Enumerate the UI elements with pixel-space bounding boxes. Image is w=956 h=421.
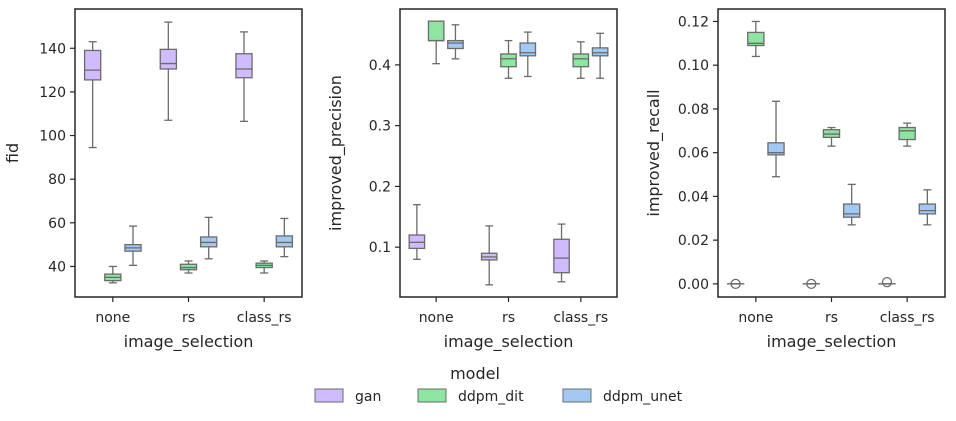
box-ddpm_dit-class_rs <box>572 41 590 79</box>
y-tick-label: 100 <box>39 129 66 145</box>
box-ddpm_unet-none <box>447 24 464 60</box>
box-ddpm_dit-none <box>747 20 765 58</box>
x-axis-label: image_selection <box>444 332 574 352</box>
box-gan-class_rs <box>878 276 896 288</box>
outlier-point <box>730 278 741 290</box>
y-tick-label: 60 <box>48 216 66 232</box>
box-gan-rs <box>802 278 821 290</box>
box-ddpm_dit-class_rs <box>898 122 916 147</box>
box-gan-class_rs <box>235 31 253 123</box>
box-ddpm_dit-rs <box>179 260 198 274</box>
x-tick-label: rs <box>825 310 838 326</box>
box-body <box>519 42 537 57</box>
legend-swatch-ddpm-dit <box>417 388 447 403</box>
y-tick-label: 40 <box>48 259 66 275</box>
plot-frame <box>74 8 303 298</box>
legend-label-ddpm-unet: ddpm_unet <box>603 389 683 405</box>
box-gan-none <box>726 278 745 290</box>
box-body <box>83 49 102 81</box>
y-tick-label: 0.04 <box>678 189 709 205</box>
box-ddpm_unet-rs <box>199 216 218 260</box>
x-tick-label: rs <box>502 310 515 326</box>
x-axis-label: image_selection <box>124 332 254 352</box>
y-tick-label: 0.00 <box>678 277 709 293</box>
box-ddpm_unet-class_rs <box>918 189 937 226</box>
box-ddpm_unet-rs <box>842 183 861 226</box>
y-tick-label: 80 <box>48 172 66 188</box>
panel-improved-precision: 0.1 0.2 0.3 0.4 none rs class_rs image_selectio… <box>326 8 618 352</box>
box-ddpm_unet-none <box>767 100 785 178</box>
box-ddpm_dit-none <box>104 265 122 284</box>
box-body <box>159 48 178 70</box>
x-tick-label: class_rs <box>237 310 292 326</box>
box-gan-rs <box>159 21 178 121</box>
box-gan-rs <box>480 225 498 286</box>
x-axis-label: image_selection <box>767 332 897 352</box>
y-axis-label: fid <box>3 143 22 163</box>
y-axis-label: improved_precision <box>326 75 346 231</box>
panel-fid: 40 60 80 100 120 140 none rs class_rs image_selec… <box>3 8 303 352</box>
legend-label-ddpm-dit: ddpm_dit <box>458 389 524 405</box>
y-tick-label: 0.06 <box>678 146 709 162</box>
x-tick-label: class_rs <box>553 310 608 326</box>
plot-frame <box>717 8 946 298</box>
x-tick-label: none <box>419 310 454 326</box>
box-body <box>553 238 570 274</box>
box-ddpm_dit-rs <box>822 126 841 147</box>
y-tick-label: 0.2 <box>369 179 391 195</box>
outlier-point <box>806 278 817 290</box>
box-body <box>898 126 916 141</box>
box-ddpm_dit-class_rs <box>255 260 273 274</box>
legend-title: model <box>450 364 500 383</box>
legend-swatch-ddpm-unet <box>562 388 592 403</box>
y-tick-label: 120 <box>39 85 66 101</box>
y-tick-label: 0.10 <box>678 58 709 74</box>
box-body <box>842 203 861 218</box>
y-tick-label: 140 <box>39 41 66 57</box>
box-body <box>591 47 609 57</box>
legend: model gan ddpm_dit ddpm_unet <box>314 364 683 405</box>
legend-swatch-gan <box>314 388 344 403</box>
box-ddpm_unet-class_rs <box>275 217 294 258</box>
box-ddpm_dit-none <box>427 20 445 65</box>
legend-label-gan: gan <box>355 389 381 405</box>
y-tick-label: 0.02 <box>678 233 709 249</box>
box-ddpm_dit-rs <box>500 39 517 79</box>
box-body <box>275 235 294 248</box>
box-body <box>427 20 445 42</box>
panel-improved-recall: 0.00 0.02 0.04 0.06 0.08 0.10 0.12 none rs class_… <box>644 8 946 352</box>
x-tick-label: none <box>95 310 130 326</box>
y-tick-label: 0.4 <box>369 58 391 74</box>
box-gan-none <box>83 41 102 149</box>
box-body <box>500 53 517 68</box>
box-body <box>918 203 937 215</box>
box-body <box>767 142 785 156</box>
box-ddpm_unet-none <box>124 225 142 267</box>
outlier-point <box>881 276 893 288</box>
y-tick-label: 0.3 <box>369 119 391 135</box>
box-body <box>235 53 253 79</box>
y-axis-label: improved_recall <box>644 89 664 216</box>
box-gan-none <box>408 203 426 260</box>
box-ddpm_unet-rs <box>519 31 537 78</box>
y-tick-label: 0.08 <box>678 102 709 118</box>
box-body <box>747 31 765 47</box>
box-ddpm_unet-class_rs <box>591 32 609 79</box>
y-tick-label: 0.1 <box>369 240 391 256</box>
y-tick-label: 0.12 <box>678 14 709 30</box>
x-tick-label: rs <box>182 310 195 326</box>
plot-frame <box>399 8 618 298</box>
box-gan-class_rs <box>553 223 570 283</box>
box-body <box>572 53 590 68</box>
box-body <box>447 39 464 50</box>
x-tick-label: class_rs <box>880 310 935 326</box>
x-tick-label: none <box>738 310 773 326</box>
